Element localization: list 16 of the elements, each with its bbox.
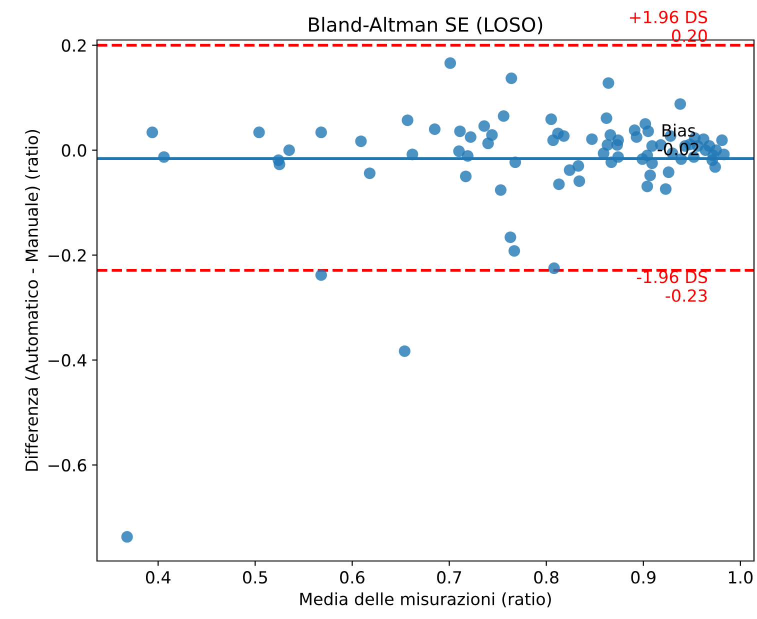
x-tick-label: 0.7	[437, 571, 462, 584]
y-axis-title: Differenza (Automatico - Manuale) (ratio)	[25, 130, 40, 471]
x-tick-label: 0.6	[340, 571, 364, 584]
x-tick-label: 0.5	[243, 571, 267, 584]
x-tick-label: 0.4	[146, 571, 170, 584]
y-tick-label: −0.2	[48, 249, 86, 262]
ref-line-label: +1.96 DS 0.20	[630, 10, 708, 42]
x-axis-title: Media delle misurazioni (ratio)	[300, 592, 551, 608]
y-tick-label: 0.2	[62, 39, 86, 52]
x-tick-label: 0.9	[631, 571, 656, 584]
x-tick-label: 0.8	[534, 571, 558, 584]
chart-title: Bland-Altman SE (LOSO)	[309, 16, 542, 34]
y-tick-label: 0.0	[62, 144, 86, 157]
y-tick-label: −0.4	[48, 354, 86, 367]
y-tick-label: −0.6	[48, 458, 86, 472]
x-tick-label: 1.0	[728, 571, 753, 584]
